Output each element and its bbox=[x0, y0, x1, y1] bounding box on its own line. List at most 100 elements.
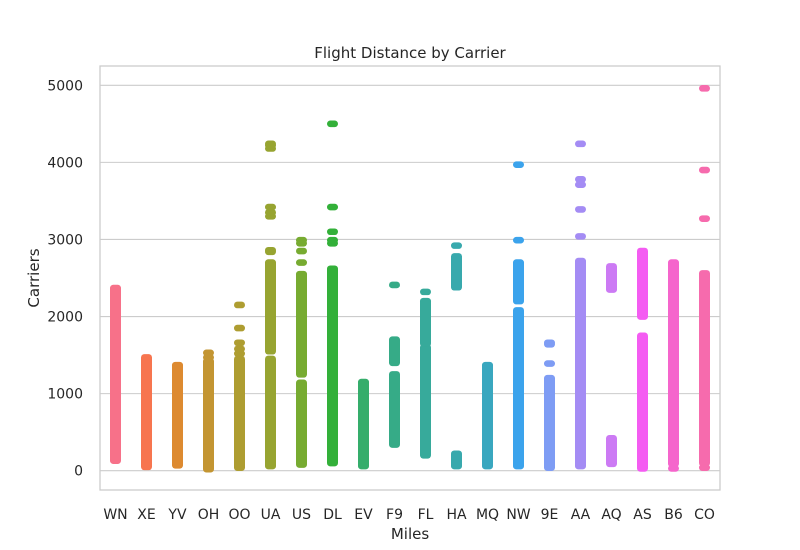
data-point bbox=[296, 236, 307, 244]
data-point bbox=[513, 236, 524, 244]
x-tick-label: OH bbox=[198, 507, 220, 523]
strip-oh bbox=[203, 349, 214, 473]
strip-nw bbox=[513, 161, 524, 470]
point-cluster bbox=[606, 263, 617, 293]
point-cluster bbox=[575, 257, 586, 470]
data-point bbox=[668, 465, 679, 472]
data-point bbox=[544, 360, 555, 367]
point-cluster bbox=[482, 361, 493, 470]
data-point bbox=[203, 354, 214, 361]
y-tick-label: 5000 bbox=[47, 78, 83, 94]
y-tick-labels: 0 1000 2000 3000 4000 5000 bbox=[47, 78, 83, 479]
strip-b6 bbox=[668, 259, 679, 472]
strip-xe bbox=[141, 354, 152, 471]
x-tick-labels: WN XE YV OH OO UA US DL EV F9 FL HA MQ NW 9E AA AQ AS B6 CO bbox=[103, 507, 715, 523]
data-point bbox=[575, 181, 586, 189]
strip-oo bbox=[234, 301, 245, 471]
data-point bbox=[451, 242, 462, 249]
point-cluster bbox=[203, 357, 214, 473]
x-tick-label: MQ bbox=[476, 507, 499, 523]
point-cluster bbox=[513, 307, 524, 470]
data-point bbox=[327, 236, 338, 244]
strip-9e bbox=[544, 339, 555, 471]
y-tick-label: 1000 bbox=[47, 387, 83, 403]
point-cluster bbox=[234, 355, 245, 471]
data-points bbox=[110, 85, 710, 473]
grid-lines bbox=[100, 84, 720, 472]
x-tick-label: AQ bbox=[601, 507, 621, 523]
plot-frame bbox=[99, 65, 721, 491]
strip-co bbox=[699, 85, 710, 471]
point-cluster bbox=[637, 247, 648, 320]
data-point bbox=[513, 161, 524, 168]
data-point bbox=[389, 281, 400, 289]
strip-ua bbox=[265, 140, 276, 470]
x-axis-label: Miles bbox=[391, 525, 430, 543]
strip-f9 bbox=[389, 281, 400, 448]
data-point bbox=[265, 203, 276, 211]
x-tick-label: DL bbox=[323, 507, 342, 523]
x-tick-label: F9 bbox=[386, 507, 403, 523]
data-point bbox=[296, 259, 307, 266]
data-point bbox=[575, 176, 586, 183]
point-cluster bbox=[668, 259, 679, 468]
point-cluster bbox=[296, 379, 307, 468]
point-cluster bbox=[389, 336, 400, 367]
x-tick-label: HA bbox=[446, 507, 467, 523]
x-tick-label: OO bbox=[228, 507, 250, 523]
x-tick-label: CO bbox=[694, 507, 715, 523]
strip-yv bbox=[172, 361, 183, 469]
strip-dl bbox=[327, 120, 338, 467]
strip-fl bbox=[420, 288, 431, 459]
data-point bbox=[234, 324, 245, 332]
strip-wn bbox=[110, 284, 121, 465]
strip-aq bbox=[606, 263, 617, 468]
point-cluster bbox=[544, 374, 555, 471]
data-point bbox=[327, 120, 338, 128]
y-tick-label: 0 bbox=[74, 464, 83, 480]
x-tick-label: US bbox=[292, 507, 311, 523]
strip-ev bbox=[358, 378, 369, 470]
strip-us bbox=[296, 236, 307, 468]
point-cluster bbox=[265, 259, 276, 355]
data-point bbox=[265, 209, 276, 216]
data-point bbox=[265, 246, 276, 254]
point-cluster bbox=[110, 284, 121, 465]
x-tick-label: 9E bbox=[541, 507, 559, 523]
strip-mq bbox=[482, 361, 493, 470]
point-cluster bbox=[296, 270, 307, 378]
data-point bbox=[234, 345, 245, 353]
data-point bbox=[575, 233, 586, 240]
point-cluster bbox=[451, 253, 462, 291]
data-point bbox=[296, 247, 307, 255]
data-point bbox=[544, 339, 555, 347]
data-point bbox=[699, 464, 710, 471]
point-cluster bbox=[699, 270, 710, 467]
point-cluster bbox=[637, 332, 648, 472]
y-axis-label: Carriers bbox=[25, 248, 43, 307]
x-tick-label: UA bbox=[261, 507, 281, 523]
x-tick-label: B6 bbox=[664, 507, 683, 523]
point-cluster bbox=[606, 435, 617, 468]
data-point bbox=[265, 140, 276, 148]
y-tick-label: 4000 bbox=[47, 155, 83, 171]
x-tick-label: XE bbox=[137, 507, 155, 523]
x-tick-label: FL bbox=[418, 507, 434, 523]
data-point bbox=[327, 228, 338, 236]
strip-aa bbox=[575, 140, 586, 470]
x-tick-label: WN bbox=[103, 507, 127, 523]
point-cluster bbox=[451, 450, 462, 470]
data-point bbox=[420, 288, 431, 296]
y-tick-label: 2000 bbox=[47, 310, 83, 326]
point-cluster bbox=[389, 371, 400, 448]
point-cluster bbox=[420, 344, 431, 459]
strip-as bbox=[637, 247, 648, 472]
y-tick-label: 3000 bbox=[47, 232, 83, 248]
point-cluster bbox=[172, 361, 183, 469]
x-tick-label: AS bbox=[633, 507, 652, 523]
data-point bbox=[327, 203, 338, 211]
x-tick-label: NW bbox=[506, 507, 530, 523]
chart-title: Flight Distance by Carrier bbox=[314, 44, 506, 62]
x-tick-label: AA bbox=[571, 507, 591, 523]
